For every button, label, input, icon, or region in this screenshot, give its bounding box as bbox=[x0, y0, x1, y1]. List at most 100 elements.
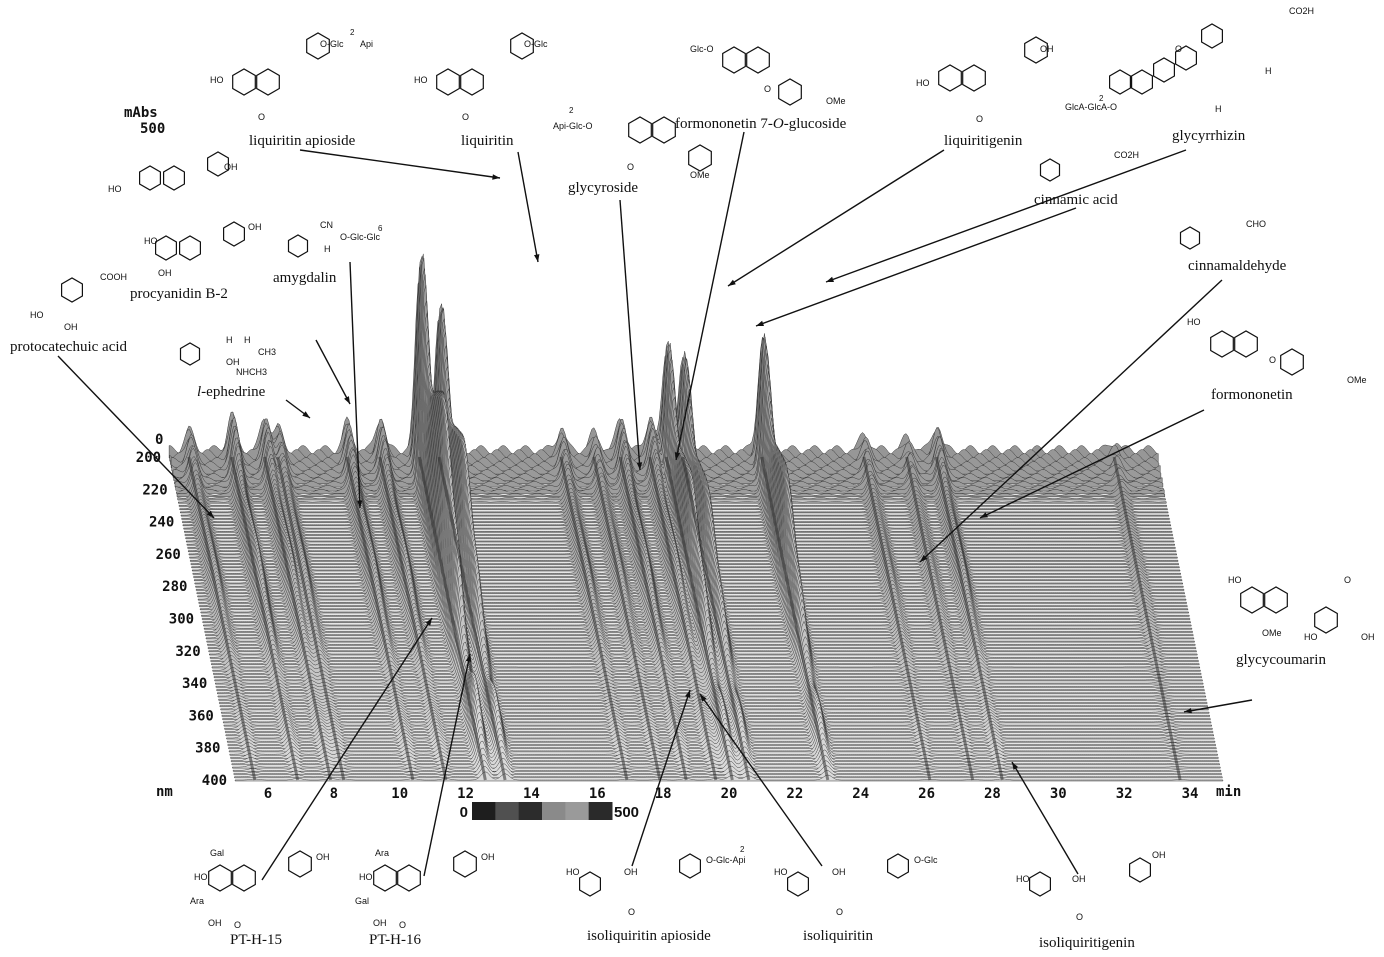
x-tick-label: 24 bbox=[852, 786, 869, 802]
x-tick-label: 14 bbox=[523, 786, 540, 802]
leader-arrows bbox=[57, 131, 1253, 881]
structure-ring-18 bbox=[1174, 45, 1198, 71]
structure-ring-0 bbox=[232, 68, 256, 96]
structure-ring-43 bbox=[578, 871, 602, 897]
leader-line-6 bbox=[755, 207, 1077, 327]
label-formononetin-7-o-glucoside: formononetin 7-O-glucoside bbox=[675, 116, 847, 132]
label-amygdalin: amygdalin bbox=[273, 270, 337, 286]
structure-ring-7 bbox=[652, 116, 676, 144]
structure-ring-26 bbox=[1264, 586, 1288, 614]
structure-ring-2 bbox=[306, 32, 330, 60]
structure-ring-21 bbox=[1179, 226, 1201, 250]
label-liquiritigenin: liquiritigenin bbox=[944, 133, 1023, 149]
leader-line-11 bbox=[349, 261, 361, 509]
x-tick-label: 8 bbox=[330, 786, 338, 802]
leader-line-10 bbox=[315, 339, 351, 405]
structure-ring-29 bbox=[163, 165, 185, 191]
structure-ring-20 bbox=[1039, 158, 1061, 182]
arrow-head-4 bbox=[728, 279, 736, 286]
structure-ring-47 bbox=[1028, 871, 1052, 897]
z-axis-zero: 0 bbox=[155, 432, 164, 448]
peak-ridges bbox=[187, 456, 1182, 781]
structure-ring-14 bbox=[1024, 36, 1048, 64]
label-l-ephedrine: l-ephedrine bbox=[197, 384, 266, 400]
leader-line-3 bbox=[675, 131, 745, 461]
peak-ridge-6 bbox=[417, 456, 487, 781]
peak-ridge-0 bbox=[187, 456, 257, 781]
structure-ring-9 bbox=[722, 46, 746, 74]
peak-ridge-3 bbox=[276, 456, 346, 781]
peak-ridge-2 bbox=[263, 456, 333, 781]
label-liquiritin-apioside: liquiritin apioside bbox=[249, 133, 356, 149]
leader-line-7 bbox=[919, 279, 1223, 563]
structure-ring-39 bbox=[288, 850, 312, 878]
structure-ring-1 bbox=[256, 68, 280, 96]
structure-ring-41 bbox=[397, 864, 421, 892]
label-procyanidin-b2: procyanidin B-2 bbox=[130, 286, 228, 302]
colorbar-min: 0 bbox=[460, 804, 468, 821]
y-tick-label: 320 bbox=[175, 644, 200, 660]
structure-ring-19 bbox=[1200, 23, 1224, 49]
arrow-head-9 bbox=[1184, 708, 1192, 714]
colorbar-segment bbox=[518, 802, 543, 820]
y-tick-label: 240 bbox=[149, 515, 174, 531]
colorbar-segment bbox=[588, 802, 613, 820]
leader-line-2 bbox=[619, 199, 641, 471]
structure-ring-6 bbox=[628, 116, 652, 144]
colorbar-segment bbox=[565, 802, 590, 820]
y-tick-label: 340 bbox=[182, 676, 207, 692]
x-tick-label: 10 bbox=[391, 786, 408, 802]
y-tick-label: 280 bbox=[162, 579, 187, 595]
structure-ring-36 bbox=[179, 342, 201, 366]
y-tick-label: 400 bbox=[202, 773, 227, 789]
structure-ring-8 bbox=[688, 144, 712, 172]
structure-ring-38 bbox=[232, 864, 256, 892]
x-tick-label: 26 bbox=[918, 786, 935, 802]
arrow-head-15 bbox=[465, 654, 472, 662]
x-tick-label: 22 bbox=[786, 786, 803, 802]
label-liquiritin: liquiritin bbox=[461, 133, 514, 149]
arrow-head-10 bbox=[344, 396, 350, 404]
label-glycyrrhizin: glycyrrhizin bbox=[1172, 128, 1246, 144]
arrow-head-11 bbox=[357, 500, 363, 508]
peak-ridge-7 bbox=[437, 456, 507, 781]
arrow-head-12 bbox=[206, 510, 214, 518]
arrow-head-5 bbox=[826, 276, 834, 282]
colorbar-segment bbox=[472, 802, 496, 820]
y-tick-label: 360 bbox=[189, 708, 214, 724]
arrow-head-8 bbox=[980, 512, 988, 518]
leader-line-14 bbox=[261, 617, 433, 881]
z-axis-max: 500 bbox=[140, 121, 166, 137]
label-cinnamaldehyde: cinnamaldehyde bbox=[1188, 258, 1287, 274]
structure-ring-31 bbox=[155, 235, 177, 261]
x-axis-label: min bbox=[1216, 784, 1242, 800]
structure-ring-23 bbox=[1234, 330, 1258, 358]
label-pt-h-15: PT-H-15 bbox=[230, 932, 282, 948]
structure-ring-15 bbox=[1108, 69, 1132, 95]
structure-ring-35 bbox=[60, 277, 84, 303]
leader-line-4 bbox=[727, 149, 945, 287]
arrow-head-6 bbox=[756, 320, 764, 326]
structure-ring-48 bbox=[1128, 857, 1152, 883]
label-cinnamic-acid: cinnamic acid bbox=[1034, 192, 1118, 208]
label-isoliquiritin: isoliquiritin bbox=[803, 928, 874, 944]
structure-ring-16 bbox=[1130, 69, 1154, 95]
leader-line-8 bbox=[979, 409, 1205, 519]
structure-ring-10 bbox=[746, 46, 770, 74]
leader-line-18 bbox=[1011, 761, 1079, 875]
peak-ridge-14 bbox=[760, 456, 830, 781]
structure-ring-5 bbox=[510, 32, 534, 60]
leader-line-5 bbox=[825, 149, 1187, 283]
peak-ridge-16 bbox=[905, 456, 975, 781]
x-tick-label: 16 bbox=[589, 786, 606, 802]
arrow-head-13 bbox=[302, 411, 310, 418]
colorbar-max: 500 bbox=[614, 804, 639, 821]
structure-ring-46 bbox=[886, 853, 910, 879]
peak-ridge-1 bbox=[230, 456, 300, 781]
label-glycycoumarin: glycycoumarin bbox=[1236, 652, 1326, 668]
y-axis-label: nm bbox=[156, 784, 173, 800]
structure-ring-33 bbox=[223, 221, 245, 247]
leader-line-17 bbox=[699, 693, 823, 867]
